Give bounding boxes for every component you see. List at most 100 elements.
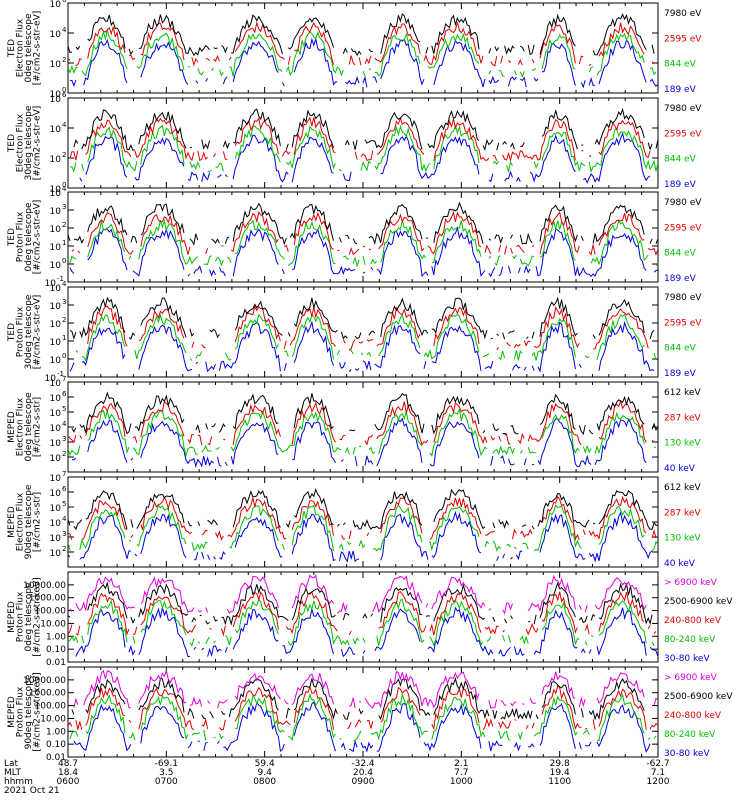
y-tick-text: 10000.00 [23,581,66,591]
y-tick-base: 10 [45,374,57,384]
series-trace [70,298,658,339]
legend-entry: 7980 eV [664,104,702,114]
legend-entry: 2595 eV [664,129,702,139]
y-tick-exponent: 4 [62,26,67,34]
x-tick-label: 20.4 [353,768,373,778]
x-tick-label: 3.5 [159,768,173,778]
y-axis-label-line: Electron Flux [16,397,26,456]
y-tick-label: 10 2 [50,545,67,559]
legend-entry: 844 eV [664,155,697,165]
y-tick-label: 1.00 [46,632,66,642]
y-tick-label: 10 0 [50,257,67,271]
legend-entry: 612 keV [664,483,701,493]
x-tick-label: 2.1 [454,759,468,769]
y-axis-label-line: Proton Flux [16,306,26,357]
x-tick-label: 59.4 [255,759,275,769]
y-axis-label-line: TED [7,228,17,247]
y-tick-label: 10 4 [50,280,67,294]
x-row-label: MLT [4,768,22,778]
y-axis-label-line: MEPED [7,601,17,633]
legend-entry: 189 eV [664,369,697,379]
series-trace [88,306,656,350]
y-tick-label: 10 5 [50,500,67,514]
x-tick-label: 0900 [352,777,375,787]
x-axis-labels: Lat 48.7 -69.1 59.4 -32.4 2.1 29.8 -62.7 MLT 18.4… [4,759,670,796]
y-tick-exponent: 4 [62,420,67,428]
y-tick-base: 10 [50,125,62,135]
panel-frame [67,97,659,189]
legend-entry: 2595 eV [664,223,702,233]
y-tick-exponent: 6 [62,91,67,99]
y-tick-label: 10 2 [50,221,67,235]
series-trace [69,225,658,278]
y-tick-base: 10 [50,185,62,195]
y-axis-label-line: 90deg telescope [24,484,34,559]
legend-entry: > 6900 keV [664,673,718,683]
y-axis-label-line: Electron Flux [16,492,26,551]
legend-entry: 240-800 keV [664,616,722,626]
legend-entry: 844 eV [664,249,697,259]
y-axis-label-line: [#/cm2-s-str-eV] [33,106,43,181]
legend-entry: 287 keV [664,413,701,423]
x-tick-label: -32.4 [351,759,375,769]
y-tick-label: 10 3 [50,298,67,312]
y-tick-label: 0.01 [46,753,66,763]
legend-entry: 2500-6900 keV [664,692,733,702]
legend-entry: 2595 eV [664,34,702,44]
y-axis-label-line: [#/cm2-s-str-keV] [33,577,43,656]
y-axis-label-line: TED [7,39,17,58]
panel-frame [67,2,659,94]
y-tick-text: 0.01 [46,658,66,668]
y-tick-label: 0.10 [46,740,66,750]
y-axis-label-line: TED [7,323,17,342]
y-tick-text: 1000.00 [29,689,66,699]
series-trace [73,107,658,151]
y-tick-label: 1000.00 [29,594,66,604]
x-tick-label: 0600 [57,777,80,787]
legend-entry: 287 keV [664,508,701,518]
y-tick-exponent: 2 [62,221,66,229]
y-tick-exponent: 4 [62,515,67,523]
y-axis-label-line: MEPED [7,411,17,443]
y-tick-label: 1000.00 [29,689,66,699]
y-axis-label-line: 30deg telescope [24,294,34,369]
y-tick-exponent: 1 [62,334,66,342]
y-axis-label-line: 0deg telescope [24,392,34,462]
y-tick-exponent: 0 [62,181,66,189]
y-tick-exponent: 2 [62,450,66,458]
y-tick-base: 10 [50,489,62,499]
legend-entry: 189 eV [664,180,697,190]
y-tick-base: 10 [50,504,62,514]
series-trace [70,322,658,371]
y-tick-label: 10 3 [50,203,67,217]
panel-7: 0.01 0.10 1.00 10.00 100.00 1000.00 10000.00 ME… [7,571,733,668]
series-trace [68,20,655,67]
y-tick-label: 10 -1 [45,370,64,384]
x-tick-label: 9.4 [258,768,273,778]
legend-entry: 189 eV [664,85,697,95]
y-axis-label-line: [#/cm2-s-str] [33,397,43,457]
y-axis-label-line: [#/cm2-s-str-eV] [33,11,43,86]
y-axis-label-line: 0deg telescope [24,202,34,272]
y-tick-exponent: 7 [62,375,66,383]
series-trace [68,512,656,561]
y-tick-base: 10 [50,302,62,312]
trace-group [68,14,658,89]
y-tick-text: 1000.00 [29,594,66,604]
x-tick-label: 1200 [647,777,670,787]
y-tick-base: 10 [50,207,62,217]
y-tick-text: 1.00 [46,632,66,642]
y-tick-label: 100.00 [35,702,67,712]
series-trace [68,684,658,731]
y-tick-base: 10 [50,454,62,464]
y-tick-base: 10 [50,409,62,419]
x-tick-label: 7.1 [651,768,665,778]
x-tick-label: -69.1 [155,759,178,769]
y-tick-exponent: 5 [62,500,66,508]
y-tick-label: 0.01 [46,658,66,668]
y-tick-label: 10 4 [50,26,67,40]
y-tick-base: 10 [50,549,62,559]
